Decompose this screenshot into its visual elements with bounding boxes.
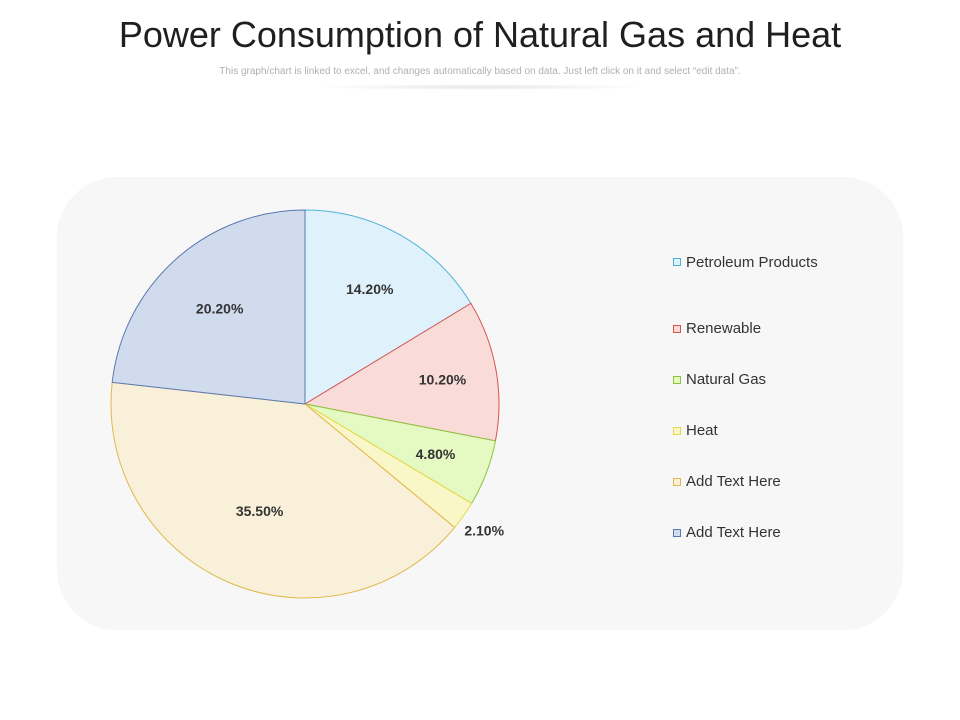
subtitle-shadow [310, 84, 650, 90]
legend-label: Natural Gas [686, 371, 767, 388]
legend-item-2: Renewable [673, 303, 818, 354]
legend-swatch [673, 324, 681, 333]
pie-slice-2 [303, 302, 500, 442]
legend-swatch [673, 258, 681, 266]
legend-label: Petroleum Products [686, 253, 818, 271]
legend-item-1: Petroleum Products [673, 252, 818, 272]
slice-label-2: 10.20% [419, 371, 467, 387]
legend-swatch [673, 426, 681, 435]
chart-title: Power Consumption of Natural Gas and Hea… [118, 14, 842, 55]
chart-legend: Petroleum Products Renewable Natural Gas He… [673, 252, 818, 558]
legend-label: Heat [686, 422, 718, 439]
slice-label-1: 14.20% [346, 281, 394, 297]
pie-slice-1 [304, 209, 472, 405]
legend-label: Renewable [686, 320, 762, 337]
legend-item-6: Add Text Here [673, 507, 818, 558]
slice-label-4: 2.10% [464, 522, 504, 538]
legend-swatch [673, 477, 681, 486]
pie-slice-5 [110, 381, 456, 599]
legend-item-3: Natural Gas [673, 354, 818, 405]
legend-label: Add Text Here [686, 473, 781, 490]
slice-label-6: 20.20% [196, 301, 244, 317]
slice-label-5: 35.50% [236, 503, 284, 519]
legend-item-4: Heat [673, 405, 818, 456]
legend-swatch [673, 528, 681, 537]
legend-item-5: Add Text Here [673, 456, 818, 507]
legend-label: Add Text Here [686, 524, 781, 541]
pie-slice-6 [111, 209, 306, 405]
chart-subtitle: This graph/chart is linked to excel, and… [219, 66, 741, 77]
slice-label-3: 4.80% [416, 446, 456, 462]
legend-swatch [673, 375, 681, 384]
